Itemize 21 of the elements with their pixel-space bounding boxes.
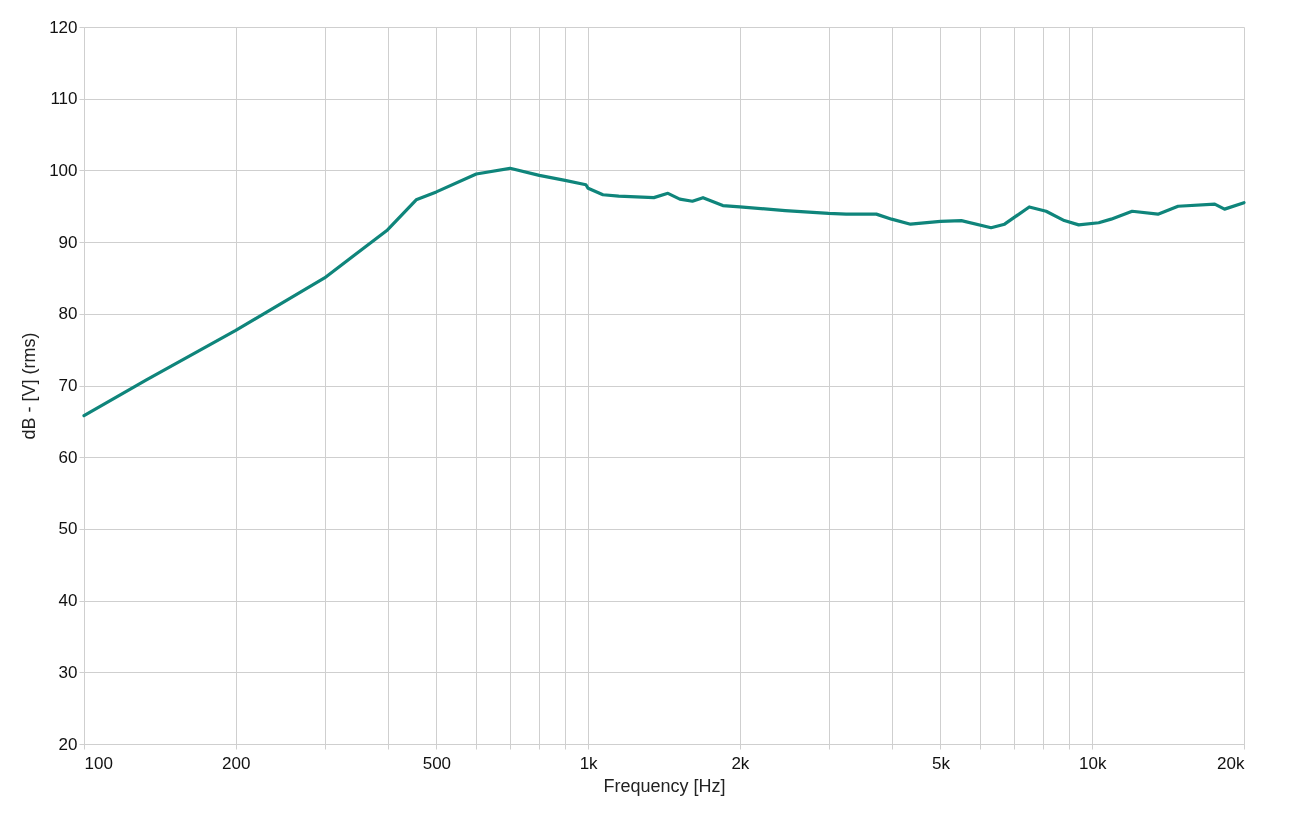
- y-tick-label: 50: [58, 519, 78, 539]
- y-tick-label: 120: [49, 17, 78, 37]
- y-tick-label: 40: [58, 591, 78, 611]
- y-tick-label: 100: [49, 160, 78, 180]
- x-tick-label: 10k: [1079, 753, 1107, 773]
- y-tick-label: 60: [58, 447, 78, 467]
- x-tick-label: 500: [422, 753, 452, 773]
- x-axis-title: Frequency [Hz]: [603, 775, 726, 796]
- x-tick-label: 20k: [1217, 753, 1245, 773]
- x-tick-label: 5k: [932, 753, 951, 773]
- x-tick-label: 1k: [579, 753, 599, 773]
- y-tick-label: 30: [58, 662, 78, 682]
- x-tick-label: 2k: [731, 753, 750, 773]
- y-tick-label: 90: [58, 232, 78, 252]
- y-tick-label: 70: [58, 376, 78, 395]
- x-tick-label: 100: [84, 753, 113, 773]
- y-tick-label: 110: [50, 89, 78, 109]
- x-tick-label: 200: [222, 753, 251, 773]
- y-tick-label: 20: [58, 734, 78, 754]
- y-axis-title: dB - [V] (rms): [19, 332, 40, 440]
- y-tick-label: 80: [58, 304, 78, 324]
